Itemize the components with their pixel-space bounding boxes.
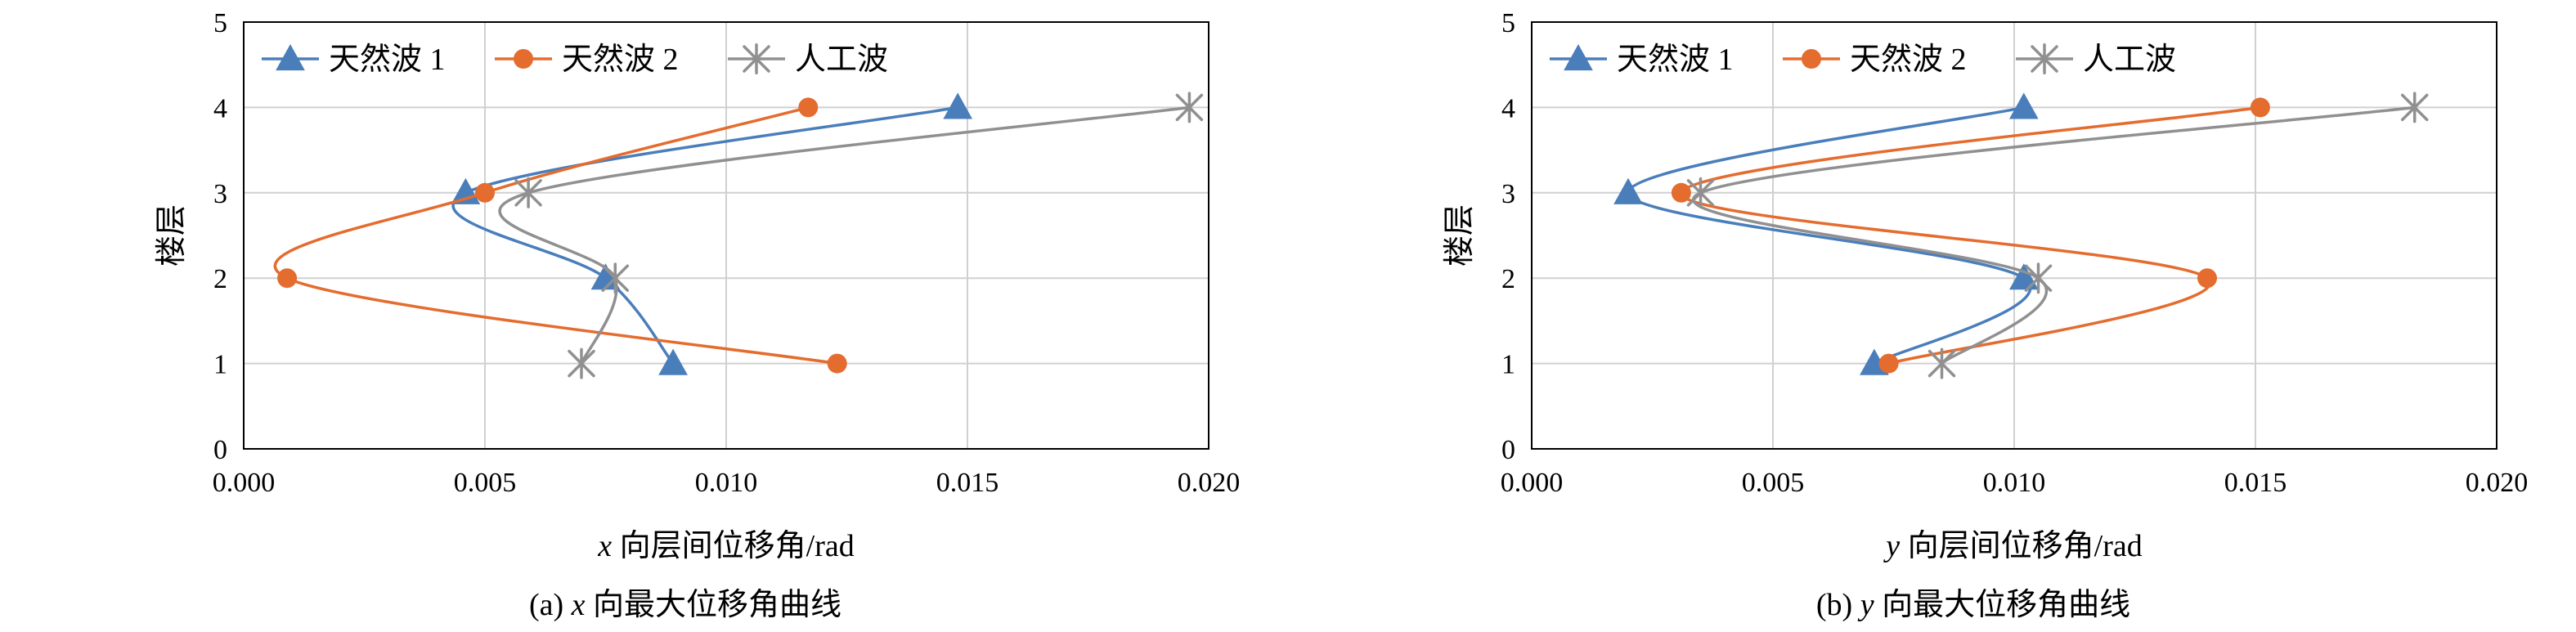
data-point [2197, 268, 2217, 289]
data-point [1928, 347, 1956, 379]
legend-marker [743, 43, 770, 74]
series-2 [273, 97, 847, 374]
data-point [475, 182, 495, 203]
x-tick-label: 0.020 [2466, 468, 2529, 498]
x-tick-label: 0.015 [2224, 468, 2287, 498]
series-3 [498, 92, 1204, 379]
legend-label: 天然波 1 [1617, 43, 1734, 77]
figure-caption: (b) y 向最大位移角曲线 [1816, 588, 2130, 622]
data-point [568, 347, 595, 379]
legend-marker [1564, 43, 1593, 71]
data-point [1613, 177, 1643, 204]
y-tick-label: 5 [1501, 8, 1515, 38]
legend-marker [2031, 43, 2058, 74]
x-axis-title: x 向层间位移角/rad [597, 529, 854, 563]
series-line [1680, 105, 2261, 365]
y-tick-label: 0 [213, 435, 227, 465]
data-point [2250, 97, 2270, 118]
data-point [514, 177, 542, 208]
data-point [943, 92, 973, 119]
legend-marker [514, 49, 533, 69]
x-tick-label: 0.000 [1501, 468, 1564, 498]
series-2 [1671, 97, 2270, 374]
legend: 天然波 1 天然波 2 人工波 [262, 43, 888, 77]
legend-marker [276, 43, 305, 71]
data-point [601, 262, 630, 294]
y-tick-label: 0 [1501, 435, 1515, 465]
data-point [658, 348, 688, 375]
x-tick-label: 0.000 [213, 468, 276, 498]
y-axis-title: 楼层 [155, 204, 189, 267]
series-line [1627, 105, 2032, 365]
y-tick-label: 3 [213, 179, 227, 209]
y-tick-label: 1 [213, 350, 227, 380]
legend-marker [1802, 49, 1821, 69]
data-point [1878, 353, 1899, 374]
plot-area-border [1531, 21, 2497, 450]
y-axis-title: 楼层 [1443, 204, 1477, 267]
x-axis-title: y 向层间位移角/rad [1883, 529, 2142, 563]
data-point [277, 268, 298, 289]
series-3 [1686, 92, 2429, 379]
series-1 [1613, 92, 2039, 375]
data-point [827, 353, 847, 374]
x-tick-label: 0.020 [1178, 468, 1241, 498]
data-point [2008, 263, 2039, 290]
chart-svg: 0.000 0.005 0.010 0.015 0.020 0 1 2 3 4 5 y 向层间位移角/… [1443, 8, 2529, 622]
y-tick-label: 1 [1501, 350, 1515, 380]
legend: 天然波 1 天然波 2 人工波 [1550, 43, 2176, 77]
y-tick-label: 3 [1501, 179, 1515, 209]
gridlines [244, 21, 1209, 449]
data-point [798, 97, 819, 118]
legend-label: 天然波 2 [1850, 43, 1967, 77]
series-line [498, 105, 1190, 365]
chart-svg: 0.000 0.005 0.010 0.015 0.020 0 1 2 3 4 5 x 向层间位移角/… [155, 8, 1241, 622]
gridlines [1532, 21, 2497, 449]
series-line [451, 105, 958, 365]
series-line [1691, 105, 2415, 365]
data-point [1686, 177, 1715, 208]
x-tick-label: 0.005 [454, 468, 517, 498]
figure-caption: (a) x 向最大位移角曲线 [529, 588, 841, 622]
series-line [273, 105, 837, 365]
data-point [2008, 92, 2039, 119]
y-tick-label: 5 [213, 8, 227, 38]
x-tick-label: 0.010 [695, 468, 758, 498]
legend-label: 天然波 1 [329, 43, 446, 77]
y-tick-label: 4 [213, 93, 227, 123]
chart-panel-b: 0.000 0.005 0.010 0.015 0.020 0 1 2 3 4 5 y 向层间位移角/… [1288, 0, 2576, 632]
data-point [1671, 182, 1691, 203]
y-tick-label: 4 [1501, 93, 1515, 123]
chart-panel-a: 0.000 0.005 0.010 0.015 0.020 0 1 2 3 4 5 x 向层间位移角/… [155, 8, 1241, 622]
data-point [2400, 92, 2429, 123]
x-tick-label: 0.010 [1983, 468, 2046, 498]
legend-label: 人工波 [795, 43, 888, 77]
y-tick-label: 2 [213, 264, 227, 294]
plot-area-border [243, 21, 1209, 450]
data-point [2024, 262, 2053, 294]
legend-label: 人工波 [2083, 43, 2176, 77]
x-tick-label: 0.005 [1742, 468, 1805, 498]
legend-label: 天然波 2 [562, 43, 679, 77]
x-tick-label: 0.015 [936, 468, 999, 498]
y-tick-label: 2 [1501, 264, 1515, 294]
data-point [1175, 92, 1204, 123]
